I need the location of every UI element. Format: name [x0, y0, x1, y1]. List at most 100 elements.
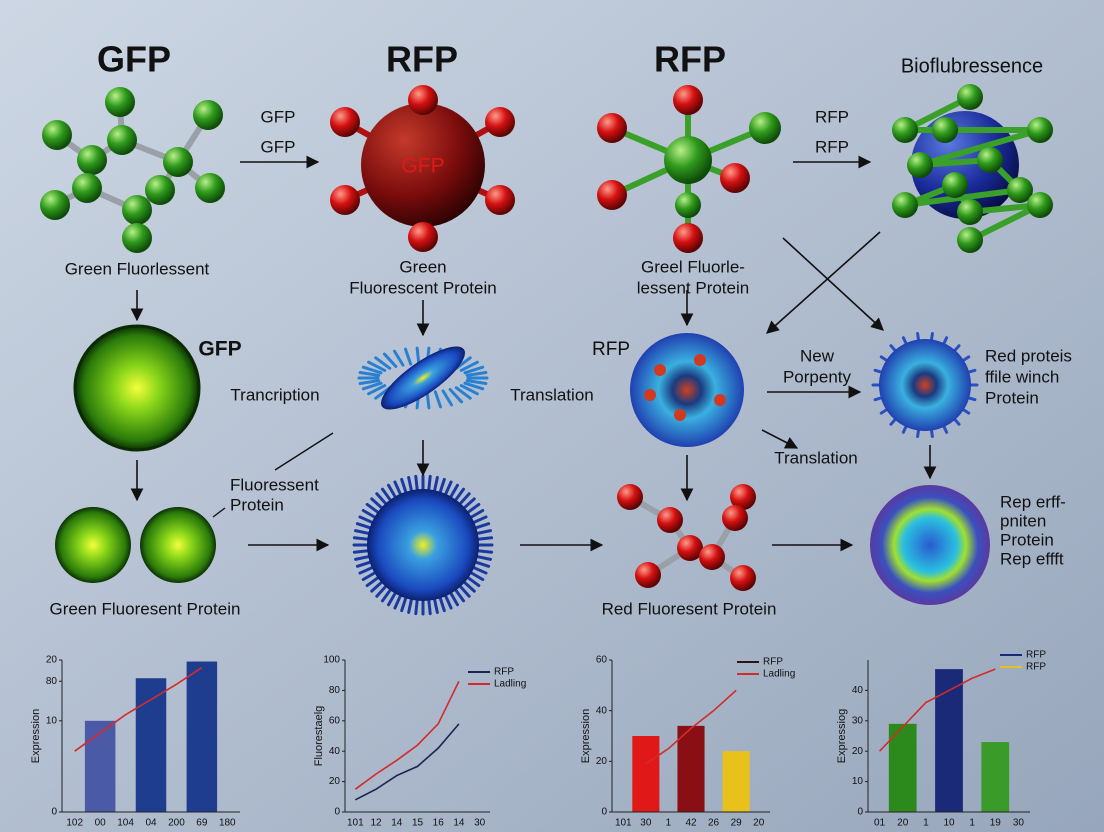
caption: Rep effft [1000, 549, 1064, 568]
caption: RFP [592, 339, 630, 360]
atom [730, 565, 756, 591]
heading: RFP [386, 39, 458, 80]
cell [630, 333, 744, 447]
y-tick-label: 10 [852, 776, 864, 787]
y-axis-label: Expression [30, 709, 42, 763]
x-tick-label: 19 [990, 818, 1002, 829]
spot [674, 409, 686, 421]
caption: GFP [198, 338, 241, 361]
y-tick-label: 0 [51, 807, 57, 818]
cilium [425, 390, 431, 410]
x-tick-label: 101 [615, 818, 632, 829]
cilium [358, 370, 381, 377]
x-tick-label: 15 [412, 818, 424, 829]
caption: Fluorescent Protein [349, 278, 496, 297]
cell [870, 485, 990, 605]
cell [381, 346, 465, 410]
arrow [782, 237, 884, 331]
x-tick-label: 14 [391, 818, 403, 829]
y-tick-label: 20 [329, 776, 341, 787]
caption: Red Fluoresent Protein [602, 599, 777, 618]
heading: Bioflubressence [901, 55, 1043, 77]
y-tick-label: 60 [596, 655, 608, 666]
caption: ffile winch [985, 367, 1059, 386]
x-tick-label: 04 [145, 818, 157, 829]
spot [714, 394, 726, 406]
cilium [433, 390, 443, 409]
y-axis-label: Expression [580, 709, 592, 763]
caption: Green Fluoresent Protein [50, 599, 241, 618]
x-tick-label: 10 [943, 818, 955, 829]
bar [935, 669, 963, 812]
caption: Green Fluorlessent [65, 259, 210, 278]
bar [186, 661, 218, 812]
y-tick-label: 80 [46, 676, 58, 687]
caption: Red proteis [985, 346, 1072, 365]
legend-label: Ladling [494, 679, 526, 690]
atom [892, 192, 918, 218]
atom [145, 175, 175, 205]
atom [72, 173, 102, 203]
heading: RFP [654, 39, 726, 80]
atom [1007, 177, 1033, 203]
atom [907, 152, 933, 178]
atom [40, 190, 70, 220]
atom [1027, 192, 1053, 218]
legend-label: RFP [1026, 662, 1046, 673]
atom [122, 223, 152, 253]
atom [977, 147, 1003, 173]
cilium [367, 384, 387, 396]
legend-label: Ladling [763, 669, 795, 680]
cilium [367, 360, 387, 372]
atom [107, 125, 137, 155]
y-tick-label: 20 [46, 655, 58, 666]
x-tick-label: 16 [433, 818, 445, 829]
y-tick-label: 10 [46, 715, 58, 726]
caption: Fluoressent [230, 475, 319, 494]
atom [1027, 117, 1053, 143]
x-tick-label: 1 [923, 818, 929, 829]
y-tick-label: 60 [329, 715, 341, 726]
atom [122, 195, 152, 225]
bar [888, 723, 917, 812]
cilium [459, 384, 479, 396]
y-axis-label: Fluorestaelg [313, 706, 325, 767]
arrow-label: GFP [261, 137, 296, 156]
bar [677, 725, 705, 812]
line [645, 689, 737, 765]
cilium [358, 379, 381, 386]
y-tick-label: 0 [601, 807, 607, 818]
x-tick-label: 1 [666, 818, 672, 829]
cilium [459, 360, 479, 372]
atom [657, 507, 683, 533]
y-tick-label: 100 [323, 655, 340, 666]
x-tick-label: 29 [731, 818, 743, 829]
atom [597, 180, 627, 210]
cell [367, 489, 479, 601]
atom [957, 227, 983, 253]
atom [957, 84, 983, 110]
cilium [448, 387, 464, 404]
line [354, 680, 460, 790]
x-tick-label: 20 [753, 818, 765, 829]
atom [485, 107, 515, 137]
atom [408, 222, 438, 252]
x-tick-label: 69 [196, 818, 208, 829]
x-tick-label: 101 [347, 818, 364, 829]
atom [720, 163, 750, 193]
arrow [766, 231, 881, 334]
connector [274, 432, 334, 471]
atom [957, 199, 983, 225]
x-tick-label: 14 [453, 818, 465, 829]
bar [84, 720, 116, 812]
atom [330, 185, 360, 215]
atom [722, 505, 748, 531]
cell [140, 507, 216, 583]
y-tick-label: 30 [852, 715, 864, 726]
cilium [374, 356, 392, 370]
y-tick-label: 40 [852, 685, 864, 696]
x-tick-label: 104 [117, 818, 134, 829]
x-tick-label: 00 [95, 818, 107, 829]
cell [55, 507, 131, 583]
